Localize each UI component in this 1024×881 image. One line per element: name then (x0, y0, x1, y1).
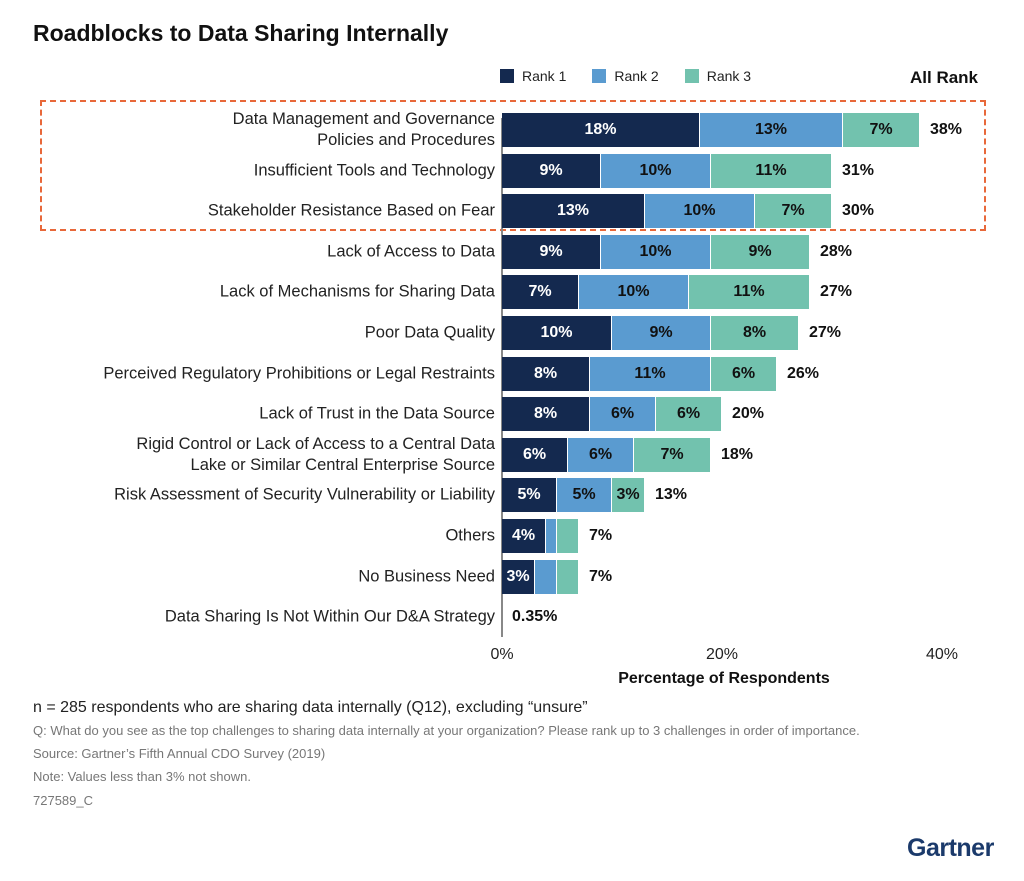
bar-segment-rank-2: 9% (612, 316, 711, 350)
total-label: 20% (732, 405, 765, 423)
legend-item-rank-1: Rank 1 (500, 68, 566, 84)
legend-swatch (592, 69, 607, 83)
chart-title: Roadblocks to Data Sharing Internally (33, 20, 449, 46)
bar-segment-rank-1: 5% (502, 478, 557, 513)
bar-segment-rank-2: 13% (700, 113, 843, 147)
total-label: 26% (787, 364, 820, 382)
bar-segment-rank-1: 13% (502, 194, 645, 229)
source-note: Source: Gartner’s Fifth Annual CDO Surve… (33, 746, 326, 761)
bar-segment-rank-3: 7% (843, 113, 920, 147)
bar-segment-rank-3: 7% (755, 194, 832, 229)
highlight-box (40, 100, 986, 231)
total-label: 31% (842, 161, 875, 179)
figure-id: 727589_C (33, 793, 93, 808)
bar-segment-rank-2: 10% (601, 234, 711, 269)
bar-segment-rank-1: 9% (502, 153, 601, 188)
bar-segment-rank-3: 6% (656, 397, 722, 432)
bar-segment-rank-3 (557, 519, 579, 553)
bar-segment-rank-2: 10% (601, 153, 711, 188)
total-label: 7% (589, 567, 613, 585)
category-label: Lack of Access to Data (327, 242, 495, 261)
bar-segment-rank-1: 9% (502, 234, 601, 269)
bar-segment-rank-2: 6% (568, 437, 634, 472)
legend-swatch (500, 69, 514, 83)
legend-label: Rank 1 (522, 68, 567, 84)
total-label: 0.35% (512, 608, 558, 626)
bar-segment-rank-1: 4% (502, 519, 546, 553)
bar-segment-rank-2: 10% (579, 275, 689, 310)
x-tick-label: 0% (490, 646, 514, 663)
x-tick-label: 20% (705, 646, 739, 663)
x-tick-label: 40% (925, 646, 959, 663)
gartner-logo: Gartner (907, 834, 994, 862)
category-label: Poor Data Quality (364, 323, 495, 342)
bar-segment-rank-2 (546, 519, 557, 553)
legend-swatch (684, 69, 699, 83)
category-label: Perceived Regulatory Prohibitions or Leg… (103, 364, 495, 383)
bar-segment-rank-1: 7% (502, 275, 579, 310)
category-label: Others (445, 526, 495, 545)
bar-segment-rank-1: 8% (502, 356, 590, 391)
y-axis-line (501, 118, 503, 637)
bar-segment-rank-2 (535, 559, 557, 594)
bar-segment-rank-2: 5% (557, 478, 612, 513)
category-label: Lack of Trust in the Data Source (259, 404, 495, 423)
x-axis-title: Percentage of Respondents (618, 670, 830, 687)
sample-note: n = 285 respondents who are sharing data… (33, 699, 588, 716)
category-label: Insufficient Tools and Technology (253, 161, 495, 180)
bar-segment-rank-3: 11% (711, 153, 832, 188)
category-label: Stakeholder Resistance Based on Fear (207, 201, 495, 220)
total-label: 27% (809, 324, 842, 341)
category-label: Lack of Mechanisms for Sharing Data (219, 282, 495, 301)
bar-segment-rank-3: 8% (711, 316, 799, 350)
values-note: Note: Values less than 3% not shown. (33, 769, 251, 784)
bar-segment-rank-3: 11% (689, 275, 810, 310)
legend-item-rank-3: Rank 3 (684, 68, 752, 84)
category-label: Risk Assessment of Security Vulnerabilit… (114, 485, 495, 504)
total-header: All Rank (910, 68, 979, 87)
bar-segment-rank-1: 6% (502, 437, 568, 472)
bar-segment-rank-3: 9% (711, 234, 810, 269)
category-label: Data Management and Governance Policies a… (232, 110, 495, 149)
category-label: No Business Need (358, 567, 495, 586)
bar-segment-rank-3: 7% (634, 437, 711, 472)
total-label: 7% (589, 527, 613, 544)
total-label: 27% (820, 283, 853, 301)
bar-segment-rank-1: 18% (502, 113, 700, 147)
bar-segment-rank-3 (557, 559, 579, 594)
bar-segment-rank-1: 3% (502, 559, 535, 594)
legend-label: Rank 2 (614, 68, 659, 84)
bar-segment-rank-1: 8% (502, 397, 590, 432)
total-label: 18% (721, 445, 754, 463)
bar-segment-rank-3: 6% (711, 356, 777, 391)
bar-segment-rank-2: 6% (590, 397, 656, 432)
category-label: Rigid Control or Lack of Access to a Cen… (136, 434, 495, 474)
bar-segment-rank-3: 3% (612, 478, 645, 513)
total-label: 38% (930, 121, 963, 138)
bar-segment-rank-2: 10% (645, 194, 755, 229)
bar-segment-rank-1: 10% (502, 316, 612, 350)
legend: Rank 1 Rank 2 Rank 3 (500, 68, 751, 84)
legend-item-rank-2: Rank 2 (592, 68, 659, 84)
total-label: 13% (655, 486, 688, 504)
bar-segment-rank-2: 11% (590, 356, 711, 391)
question-note: Q: What do you see as the top challenges… (33, 723, 860, 738)
total-label: 30% (842, 202, 875, 220)
total-label: 28% (820, 242, 853, 260)
legend-label: Rank 3 (706, 68, 752, 84)
category-label: Data Sharing Is Not Within Our D&A Strat… (164, 607, 495, 626)
